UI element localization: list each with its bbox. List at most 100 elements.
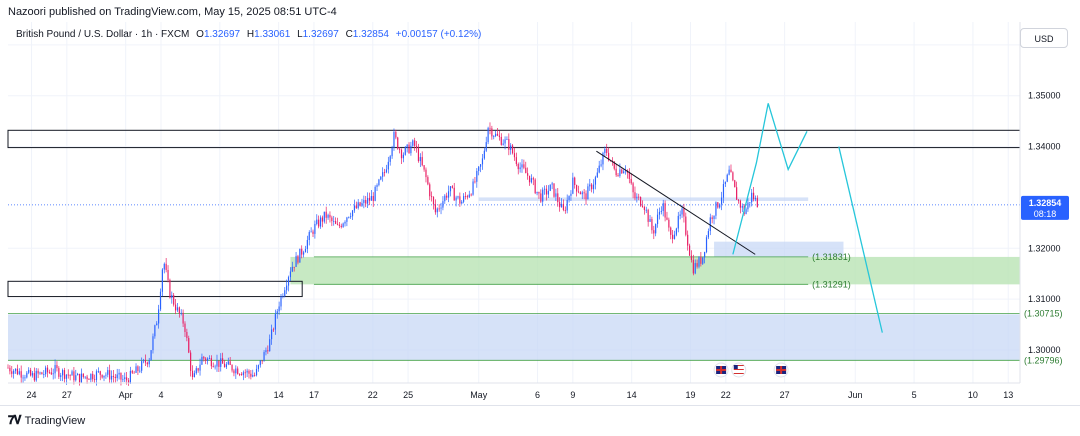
candle-down	[429, 184, 431, 197]
candle-down	[515, 157, 517, 165]
candle-down	[643, 207, 645, 210]
candle-down	[425, 169, 427, 178]
candle-up	[589, 184, 591, 187]
footer	[0, 405, 1080, 436]
candle-down	[591, 184, 593, 190]
candle-down	[318, 219, 320, 227]
x-tick-label: 27	[62, 390, 72, 400]
candle-down	[534, 179, 536, 194]
candle-up	[26, 372, 28, 378]
candle-up	[206, 358, 209, 361]
candle-up	[602, 152, 604, 165]
candle-down	[628, 172, 630, 179]
tradingview-logo[interactable]: 𝟕𝐕 TradingView	[8, 413, 85, 428]
x-tick-label: 17	[309, 390, 319, 400]
candle-down	[50, 372, 52, 375]
candle-up	[447, 191, 450, 198]
candle-down	[86, 376, 88, 380]
candle-up	[13, 370, 15, 374]
candle-up	[327, 214, 329, 218]
candle-up	[570, 193, 572, 196]
candle-up	[749, 202, 751, 204]
candle-up	[97, 371, 99, 373]
candle-up	[302, 252, 305, 255]
candle-up	[479, 164, 482, 167]
candle-down	[336, 223, 339, 225]
candle-up	[201, 356, 203, 365]
candle-down	[431, 196, 433, 198]
candle-down	[9, 367, 11, 372]
candle-up	[154, 325, 156, 337]
candle-up	[596, 172, 598, 178]
candle-down	[585, 193, 587, 200]
candle-up	[440, 207, 442, 209]
supply-zone	[478, 197, 809, 201]
candle-down	[668, 219, 670, 228]
candle-up	[754, 198, 757, 200]
candle-down	[615, 168, 617, 176]
candle-up	[444, 195, 446, 202]
x-tick-label: 14	[274, 390, 284, 400]
candle-down	[182, 312, 184, 324]
level-label: (1.31831)	[812, 252, 851, 262]
candle-up	[472, 181, 474, 195]
price-zones	[7, 129, 1021, 361]
candle-up	[220, 358, 222, 367]
candle-down	[432, 196, 435, 205]
candle-up	[353, 205, 356, 211]
candle-up	[193, 373, 195, 378]
candle-down	[734, 180, 736, 188]
candle-down	[7, 367, 9, 369]
candle-up	[566, 199, 568, 211]
candle-down	[250, 373, 252, 377]
us-flag-canton	[733, 365, 738, 369]
x-tick-label: 10	[968, 390, 978, 400]
candle-up	[351, 210, 354, 217]
candle-up	[521, 164, 523, 168]
candle-down	[173, 295, 175, 305]
candle-up	[163, 263, 165, 270]
candle-up	[304, 248, 307, 253]
price-chart[interactable]: (1.31831) (1.31291) (1.30715) (1.29796) 1.3…	[0, 22, 1080, 405]
candle-up	[549, 184, 551, 191]
candle-down	[368, 197, 371, 201]
candle-down	[338, 224, 340, 226]
candle-down	[335, 221, 337, 224]
candle-up	[658, 211, 661, 215]
candle-down	[233, 370, 235, 374]
candle-up	[18, 371, 20, 375]
candle-down	[222, 358, 224, 364]
candle-down	[272, 329, 275, 331]
candle-down	[498, 135, 501, 137]
candle-down	[137, 366, 139, 372]
candle-down	[331, 217, 333, 222]
candle-up	[148, 360, 150, 365]
candle-down	[685, 216, 687, 235]
candle-down	[33, 373, 35, 381]
candle-down	[223, 363, 226, 368]
price-tag-value: 1.32854	[1029, 198, 1062, 208]
us-flag-stripe	[733, 371, 744, 372]
y-tick-label: 1.31000	[1028, 294, 1061, 304]
candle-up	[60, 375, 62, 377]
price-levels: (1.31831) (1.31291) (1.30715) (1.29796)	[8, 204, 1063, 365]
candle-down	[101, 374, 103, 378]
currency-button[interactable]: USD	[1020, 28, 1068, 48]
candle-up	[265, 350, 267, 353]
candle-up	[357, 202, 359, 209]
open-label: O	[196, 29, 204, 40]
candle-down	[579, 192, 581, 195]
candle-up	[457, 196, 459, 198]
candle-down	[340, 225, 342, 227]
candle-up	[105, 374, 107, 376]
candle-down	[553, 183, 555, 197]
candle-down	[640, 196, 642, 206]
candle-up	[487, 127, 489, 143]
candle-down	[690, 255, 693, 260]
candle-down	[517, 164, 519, 170]
candle-down	[608, 152, 610, 161]
candle-down	[197, 368, 199, 371]
close-value: 1.32854	[352, 29, 389, 40]
candle-up	[139, 370, 141, 372]
candle-down	[700, 257, 702, 264]
